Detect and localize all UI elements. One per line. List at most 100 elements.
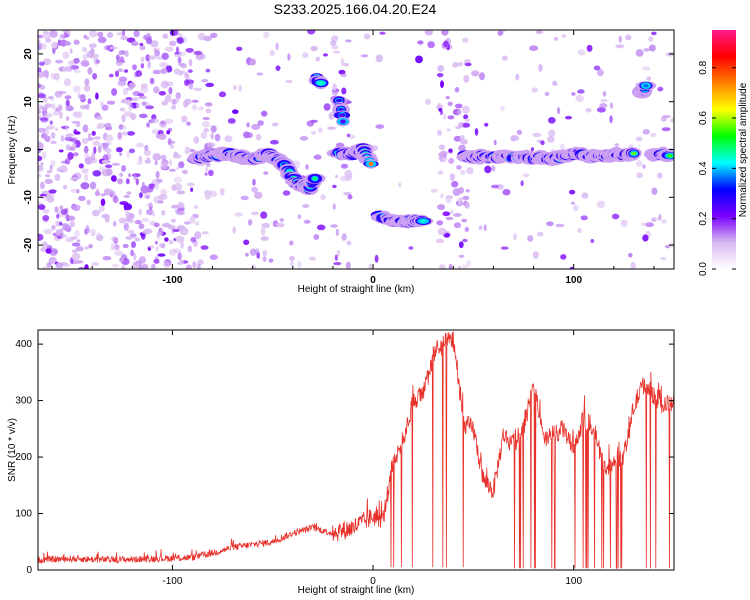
noise-blob (91, 152, 96, 161)
noise-blob (88, 132, 92, 141)
noise-blob (461, 264, 469, 268)
noise-blob (269, 139, 279, 145)
noise-blob (51, 224, 56, 231)
noise-blob (460, 170, 466, 175)
ridge-blob (630, 152, 638, 155)
noise-blob (249, 58, 256, 66)
noise-blob (138, 208, 143, 216)
noise-blob (133, 30, 140, 38)
noise-blob (255, 134, 262, 141)
noise-blob (96, 232, 101, 238)
noise-blob (243, 239, 250, 246)
noise-blob (344, 174, 353, 181)
noise-blob (114, 244, 120, 251)
noise-blob (44, 178, 53, 185)
y-tick-label: 0 (26, 565, 32, 576)
noise-blob (146, 122, 151, 128)
y-tick-label: 200 (15, 452, 32, 463)
noise-blob (586, 44, 593, 52)
noise-blob (332, 203, 336, 210)
y-tick-label: -10 (23, 190, 34, 205)
noise-blob (341, 233, 347, 241)
noise-blob (78, 163, 84, 169)
noise-blob (122, 30, 125, 37)
noise-blob (203, 35, 213, 42)
noise-blob (82, 46, 88, 53)
ridge-blob (368, 161, 374, 166)
noise-blob (43, 58, 52, 66)
noise-blob (458, 121, 464, 128)
noise-blob (97, 145, 102, 153)
noise-blob (302, 203, 310, 208)
noise-blob (447, 115, 455, 120)
noise-blob (257, 120, 264, 126)
noise-blob (334, 254, 338, 261)
noise-blob (466, 167, 474, 175)
noise-blob (135, 102, 141, 109)
snr-line (38, 331, 674, 569)
snr-trace (38, 331, 674, 569)
ridge-6 (631, 81, 657, 99)
noise-blob (313, 234, 320, 240)
noise-blob (581, 192, 589, 199)
noise-blob (38, 34, 43, 39)
noise-blob (454, 87, 460, 93)
noise-blob (46, 170, 53, 174)
noise-blob (452, 62, 459, 68)
noise-blob (88, 30, 98, 38)
noise-blob (111, 88, 118, 96)
noise-blob (58, 91, 67, 94)
noise-blob (72, 143, 77, 147)
noise-blob (208, 169, 214, 177)
noise-blob (141, 230, 151, 235)
noise-blob (379, 31, 386, 35)
noise-blob (65, 144, 71, 151)
noise-blob (60, 234, 69, 238)
noise-blob (341, 87, 347, 95)
noise-blob (91, 262, 100, 266)
noise-blob (546, 221, 554, 227)
noise-blob (83, 85, 91, 92)
noise-blob (153, 222, 160, 228)
noise-blob (131, 241, 136, 249)
noise-blob (51, 103, 56, 110)
noise-blob (50, 159, 56, 167)
noise-blob (84, 153, 90, 159)
y-tick-label: 0 (23, 146, 34, 152)
noise-blob (245, 132, 254, 139)
noise-blob (67, 60, 76, 66)
noise-blob (184, 72, 189, 78)
noise-blob (149, 77, 155, 85)
noise-blob (174, 208, 181, 214)
noise-blob (618, 35, 622, 43)
noise-blob (100, 193, 106, 197)
noise-blob (580, 215, 588, 221)
noise-blob (139, 42, 144, 47)
noise-blob (188, 83, 194, 90)
colorbar-tick-label: 0.2 (698, 211, 709, 225)
noise-blob (424, 30, 433, 36)
noise-blob (289, 255, 295, 262)
noise-blob (61, 226, 69, 231)
noise-blob (648, 36, 654, 42)
noise-blob (436, 73, 444, 78)
noise-blob (565, 115, 572, 120)
noise-blob (313, 154, 322, 160)
noise-blob (275, 42, 279, 51)
noise-blob (52, 46, 56, 55)
noise-blob (642, 129, 650, 135)
noise-blob (561, 33, 566, 39)
noise-blob (181, 169, 188, 174)
noise-blob (143, 149, 152, 156)
noise-blob (194, 221, 200, 226)
noise-blob (453, 213, 462, 217)
page-title: S233.2025.166.04.20.E24 (273, 1, 437, 17)
noise-blob (54, 206, 59, 213)
noise-blob (332, 50, 341, 54)
noise-blob (62, 51, 70, 59)
noise-blob (59, 205, 64, 211)
noise-blob (484, 165, 492, 174)
noise-blob (465, 118, 470, 122)
noise-blob (254, 191, 263, 199)
